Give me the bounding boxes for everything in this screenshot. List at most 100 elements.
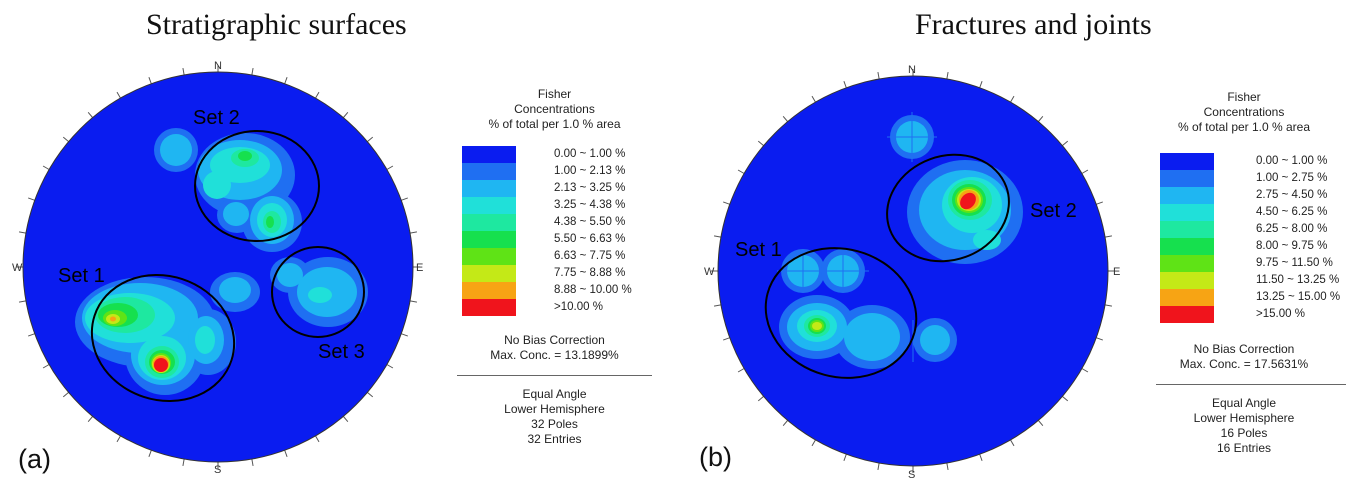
stereonet-a-tick-24 xyxy=(42,364,50,369)
legend-a-divider xyxy=(457,375,652,376)
set-2-label-a: Set 2 xyxy=(193,107,240,129)
stereonet-a-tick-2 xyxy=(284,77,288,84)
legend-a-label-9: >10.00 % xyxy=(554,301,603,313)
legend-b-swatch-9 xyxy=(1160,306,1214,323)
legend-a-hemisphere: Lower Hemisphere xyxy=(504,402,605,416)
legend-b-hemisphere: Lower Hemisphere xyxy=(1193,411,1295,425)
legend-a-label-4: 4.38 ~ 5.50 % xyxy=(554,216,626,228)
stereonet-a-tick-6 xyxy=(386,165,394,170)
stereonet-a-tick-32 xyxy=(87,111,94,118)
legend-a-swatch-4 xyxy=(462,214,516,231)
stereonet-a-tick-3 xyxy=(315,91,320,99)
stereonet-b-tick-10 xyxy=(1104,304,1113,307)
stereonet-b-tick-12 xyxy=(1081,368,1089,373)
stereonet-b-ticks xyxy=(711,69,1115,473)
legend-a-entries: 32 Entries xyxy=(527,432,582,446)
legend-a-label-5: 5.50 ~ 6.63 % xyxy=(554,233,626,245)
stereonet-a-tick-16 xyxy=(284,450,288,457)
stereonet-b-tick-29 xyxy=(723,201,730,205)
legend-b-label-9: >15.00 % xyxy=(1256,308,1305,320)
legend-b-title-1: Fisher xyxy=(1227,90,1261,104)
legend-b-swatch-1 xyxy=(1160,170,1214,187)
legend-b-title-3: % of total per 1.0 % area xyxy=(1177,120,1311,134)
stereonet-a-tick-4 xyxy=(342,111,349,118)
legend-a-swatch-2 xyxy=(462,180,516,197)
south-label-a: S xyxy=(214,464,221,476)
stereonet-a-tick-17 xyxy=(251,458,254,467)
set-3-ellipse-a xyxy=(271,246,365,338)
stereonet-a-tick-28 xyxy=(18,231,27,234)
legend-a-label-7: 7.75 ~ 8.88 % xyxy=(554,267,626,279)
stereonet-a-tick-10 xyxy=(409,300,418,303)
legend-b-label-1: 1.00 ~ 2.75 % xyxy=(1256,172,1328,184)
stereonet-a-tick-19 xyxy=(182,458,185,467)
legend-b: Fisher Concentrations % of total per 1.0… xyxy=(1154,90,1354,455)
east-label-b: E xyxy=(1113,266,1120,278)
legend-b-label-5: 8.00 ~ 9.75 % xyxy=(1256,240,1328,252)
stereonet-b-tick-34 xyxy=(843,81,847,88)
stereonet-b-tick-19 xyxy=(877,462,880,471)
stereonet-b-tick-35 xyxy=(877,71,880,80)
stereonet-a-tick-5 xyxy=(367,136,374,143)
legend-a-bias: No Bias Correction xyxy=(504,333,605,347)
legend-a: Fisher Concentrations % of total per 1.0… xyxy=(452,87,657,446)
legend-b-swatch-7 xyxy=(1160,272,1214,289)
legend-b-projection: Equal Angle xyxy=(1211,396,1277,410)
east-label-a: E xyxy=(416,262,423,274)
legend-a-swatch-7 xyxy=(462,265,516,282)
stereonet-a-tick-33 xyxy=(116,91,121,99)
stereonet-b-tick-17 xyxy=(946,462,949,471)
panel-a-label: (a) xyxy=(18,444,51,474)
stereonet-b-tick-21 xyxy=(811,439,816,447)
south-label-b: S xyxy=(908,469,915,481)
stereonet-a-tick-34 xyxy=(148,77,152,84)
legend-b-label-7: 11.50 ~ 13.25 % xyxy=(1256,274,1340,286)
legend-b-entries: 16 Entries xyxy=(1216,441,1272,455)
stereonet-a-tick-29 xyxy=(28,197,35,201)
stereonet-b-tick-28 xyxy=(713,235,722,238)
panel-b-label: (b) xyxy=(699,442,732,472)
set-3-label-a: Set 3 xyxy=(318,341,365,363)
legend-a-swatch-1 xyxy=(462,163,516,180)
stereonet-a-tick-11 xyxy=(401,333,408,337)
legend-a-label-1: 1.00 ~ 2.13 % xyxy=(554,165,626,177)
stereonet-b-tick-6 xyxy=(1081,169,1089,174)
legend-a-label-2: 2.13 ~ 3.25 % xyxy=(554,182,626,194)
legend-b-label-6: 9.75 ~ 11.50 % xyxy=(1256,257,1333,269)
stereonet-b-contours xyxy=(777,112,1023,369)
west-label-a: W xyxy=(12,262,23,274)
stereonet-b-tick-22 xyxy=(782,420,789,427)
stereonet-b-tick-11 xyxy=(1096,337,1103,341)
legend-a-title-3: % of total per 1.0 % area xyxy=(488,117,621,131)
legend-a-swatch-8 xyxy=(462,282,516,299)
north-label-b: N xyxy=(908,64,916,76)
west-label-b: W xyxy=(704,266,715,278)
panel-a-title: Stratigraphic surfaces xyxy=(146,8,407,41)
set-1-ellipse-b xyxy=(764,247,918,379)
stereonet-a-tick-14 xyxy=(342,416,349,423)
panel-b-title: Fractures and joints xyxy=(915,8,1152,41)
legend-a-swatch-3 xyxy=(462,197,516,214)
stereonet-b-tick-31 xyxy=(757,140,764,147)
peak-b xyxy=(960,192,976,210)
stereonet-b-tick-16 xyxy=(979,454,983,461)
panel-b: Fractures and joints xyxy=(677,0,1354,481)
panel-a: Stratigraphic surfaces xyxy=(12,8,657,476)
legend-b-bias: No Bias Correction xyxy=(1193,342,1295,356)
stereonet-a-tick-12 xyxy=(386,364,394,369)
stereonet-b-tick-13 xyxy=(1062,395,1069,402)
legend-a-swatch-9 xyxy=(462,299,516,316)
legend-b-label-0: 0.00 ~ 1.00 % xyxy=(1256,155,1328,167)
stereonet-a-tick-30 xyxy=(42,165,50,170)
stereonet-b-tick-7 xyxy=(1096,201,1103,205)
stereonet-a-tick-31 xyxy=(62,136,69,143)
legend-b-swatch-5 xyxy=(1160,238,1214,255)
stereonet-b-tick-1 xyxy=(946,71,949,80)
set-2-label-b: Set 2 xyxy=(1030,200,1077,222)
stereonet-a-tick-26 xyxy=(18,300,27,303)
legend-b-poles: 16 Poles xyxy=(1220,426,1268,440)
stereonet-b-tick-32 xyxy=(782,115,789,122)
legend-a-title-1: Fisher xyxy=(537,87,572,101)
legend-b-swatch-3 xyxy=(1160,204,1214,221)
stereonet-a-ticks xyxy=(16,65,420,469)
